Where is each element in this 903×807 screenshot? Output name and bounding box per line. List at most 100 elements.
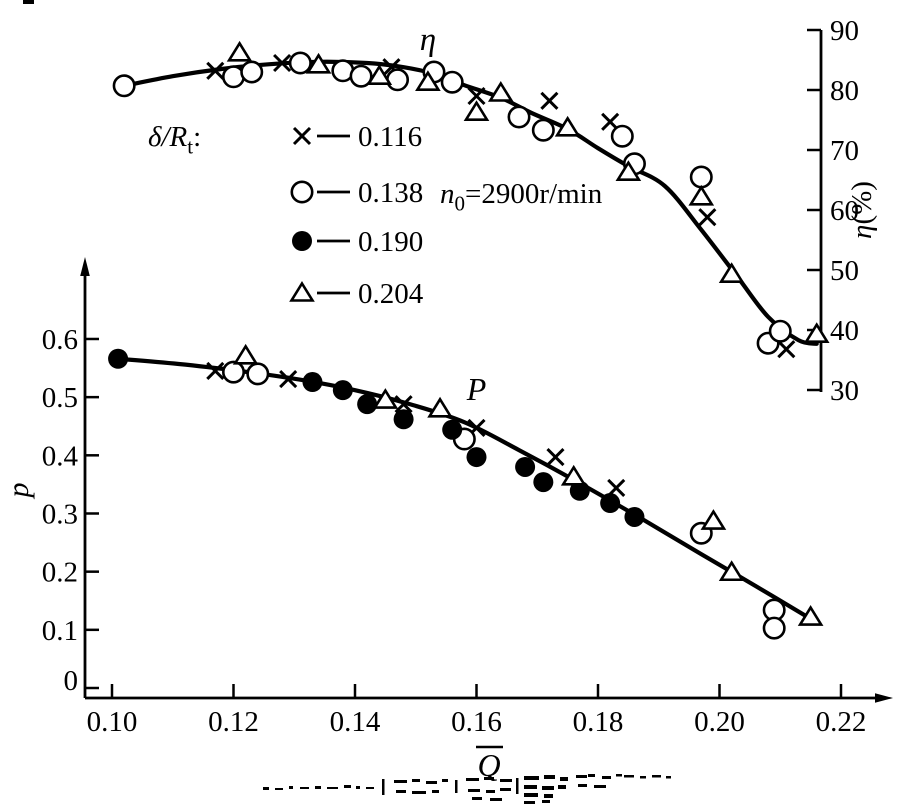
open-circle-marker xyxy=(290,180,314,204)
legend-item-label: 0.116 xyxy=(358,121,422,153)
legend-item: 0.138 xyxy=(290,177,423,209)
eta-axis-tick-label: 60 xyxy=(830,195,859,227)
open-triangle-marker xyxy=(718,262,745,284)
open-triangle-marker xyxy=(487,81,514,102)
series-P-delta-0.116 xyxy=(206,361,626,497)
series-P-delta-0.190 xyxy=(108,348,645,527)
cross-marker xyxy=(273,53,292,73)
filled-circle-marker xyxy=(357,394,378,415)
eta-axis-tick-label: 90 xyxy=(830,15,859,47)
filled-circle-marker xyxy=(600,493,621,514)
series-P-delta-0.138 xyxy=(222,360,786,640)
open-circle-marker xyxy=(288,51,312,75)
open-circle-marker xyxy=(610,124,634,148)
illegible-caption-artifact xyxy=(263,774,671,804)
legend-item: 0.116 xyxy=(292,121,422,153)
legend-item-label: 0.138 xyxy=(358,177,423,209)
x-axis-tick-label: 0.14 xyxy=(330,706,381,738)
filled-circle-marker xyxy=(515,456,536,477)
filled-circle-marker xyxy=(624,506,645,527)
p-axis-title: p xyxy=(2,483,35,500)
p-axis-tick-label: 0 xyxy=(64,665,79,697)
open-circle-marker xyxy=(762,616,786,640)
open-circle-marker xyxy=(112,74,136,98)
legend-item: 0.204 xyxy=(289,278,424,310)
open-triangle-marker xyxy=(415,70,441,91)
open-circle-marker xyxy=(349,64,373,88)
cross-marker xyxy=(698,208,717,227)
x-axis-tick-label: 0.16 xyxy=(451,706,502,738)
p-axis-arrow xyxy=(80,257,90,276)
open-circle-marker xyxy=(531,118,555,142)
series-P-delta-0.204 xyxy=(232,343,824,626)
p-axis-tick-label: 0.3 xyxy=(42,498,78,530)
scan-artifacts xyxy=(23,0,671,804)
P-trend-curve xyxy=(116,356,813,621)
x-axis-tick-label: 0.20 xyxy=(694,706,745,738)
open-circle-marker xyxy=(240,60,264,84)
cross-marker xyxy=(540,91,559,110)
open-triangle-marker xyxy=(615,160,642,181)
filled-circle-marker xyxy=(393,409,414,430)
open-triangle-marker xyxy=(232,343,259,365)
open-triangle-marker xyxy=(226,40,253,62)
legend-item: 0.190 xyxy=(292,226,423,258)
open-circle-marker xyxy=(689,165,713,189)
filled-circle-marker xyxy=(569,480,590,501)
eta-axis-tick-label: 50 xyxy=(830,255,859,287)
axes: 0.10 0.12 0.14 0.16 0.18 0.20 0.22 0 0.1 0.2 0.3 0.… xyxy=(42,15,893,738)
cross-marker xyxy=(279,370,298,389)
cross-marker xyxy=(206,61,225,80)
cross-marker xyxy=(546,448,565,467)
filled-circle-marker xyxy=(332,380,353,401)
filled-circle-marker xyxy=(108,348,129,369)
series-eta-delta-0.138 xyxy=(112,51,792,355)
speed-note: n0=2900r/min xyxy=(440,178,603,216)
open-triangle-marker xyxy=(803,322,830,344)
open-triangle-marker xyxy=(700,509,727,530)
data-markers xyxy=(108,40,830,640)
legend-item-label: 0.204 xyxy=(358,278,424,310)
x-axis-tick-label: 0.10 xyxy=(87,706,138,738)
cross-marker xyxy=(467,86,486,106)
open-triangle-marker xyxy=(688,184,715,206)
filled-circle-marker xyxy=(533,472,554,493)
p-axis-tick-label: 0.2 xyxy=(42,557,78,589)
cross-marker xyxy=(292,126,312,146)
p-axis-tick-label: 0.1 xyxy=(42,615,78,647)
open-triangle-marker xyxy=(463,100,490,121)
open-circle-marker xyxy=(246,362,270,386)
eta-axis-tick-label: 70 xyxy=(830,135,859,167)
filled-circle-marker xyxy=(466,447,487,468)
open-triangle-marker xyxy=(427,396,453,418)
cross-marker xyxy=(206,361,225,381)
x-axis-tick-label: 0.18 xyxy=(573,706,624,738)
cross-marker xyxy=(777,340,796,359)
x-axis-tick-label: 0.22 xyxy=(816,706,867,738)
filled-circle-marker xyxy=(442,419,463,440)
cross-marker xyxy=(394,395,413,414)
open-triangle-marker xyxy=(797,605,824,626)
open-circle-marker xyxy=(507,105,531,129)
open-triangle-marker xyxy=(560,464,587,486)
eta-axis-title: η(%) xyxy=(846,181,878,239)
eta-axis-tick-label: 80 xyxy=(830,75,859,107)
p-axis-tick-label: 0.5 xyxy=(42,382,78,414)
eta-axis-tick-label: 40 xyxy=(830,315,859,347)
filled-circle-marker xyxy=(292,231,312,251)
open-triangle-marker xyxy=(305,52,332,74)
p-axis-tick-label: 0.4 xyxy=(42,440,79,472)
x-axis-tick-label: 0.12 xyxy=(208,706,259,738)
open-triangle-marker xyxy=(718,560,745,582)
legend: δ/Rt: 0.116 0.138 0.190 0.204 xyxy=(148,121,424,310)
annotations: η Pn0=2900r/min xyxy=(420,22,603,407)
open-triangle-marker xyxy=(366,64,393,85)
open-triangle-marker xyxy=(372,388,399,409)
open-circle-marker xyxy=(386,68,410,92)
axis-titles: p η(%) Q xyxy=(2,181,878,783)
P-curve-label: P xyxy=(466,371,487,407)
open-triangle-marker xyxy=(289,281,315,302)
open-triangle-marker xyxy=(554,115,581,137)
filled-circle-marker xyxy=(302,372,323,393)
